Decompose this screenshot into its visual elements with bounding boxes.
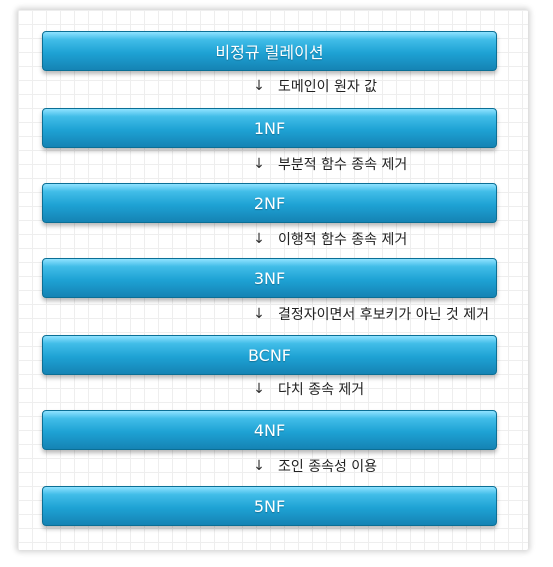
down-arrow-icon: ↓ — [253, 78, 265, 94]
down-arrow-icon: ↓ — [253, 381, 265, 397]
stage-label: 4NF — [253, 420, 286, 440]
stage-label: 2NF — [253, 193, 286, 213]
stage-label: 비정규 릴레이션 — [215, 43, 324, 62]
transition-label: 결정자이면서 후보키가 아닌 것 제거 — [278, 307, 489, 323]
stage-label: 3NF — [253, 268, 286, 288]
stage-3nf: 3NF — [42, 258, 497, 298]
transition-label: 부분적 함수 종속 제거 — [278, 157, 408, 173]
down-arrow-icon: ↓ — [253, 156, 265, 172]
transition-step-5: ↓ 다치 종속 제거 — [252, 378, 364, 400]
transition-label: 도메인이 원자 값 — [278, 79, 378, 95]
stage-5nf: 5NF — [42, 486, 497, 526]
stage-4nf: 4NF — [42, 410, 497, 450]
stage-1nf: 1NF — [42, 108, 497, 148]
down-arrow-icon: ↓ — [253, 306, 265, 322]
stage-bcnf: BCNF — [42, 335, 497, 375]
transition-label: 다치 종속 제거 — [278, 382, 365, 398]
transition-step-1: ↓ 도메인이 원자 값 — [252, 75, 377, 97]
transition-step-2: ↓ 부분적 함수 종속 제거 — [252, 153, 407, 175]
stage-label: 5NF — [253, 496, 286, 516]
transition-step-4: ↓ 결정자이면서 후보키가 아닌 것 제거 — [252, 303, 489, 325]
transition-step-6: ↓ 조인 종속성 이용 — [252, 455, 377, 477]
stage-2nf: 2NF — [42, 183, 497, 223]
transition-step-3: ↓ 이행적 함수 종속 제거 — [252, 228, 407, 250]
down-arrow-icon: ↓ — [253, 458, 265, 474]
stage-label: 1NF — [253, 118, 286, 138]
stage-unnormalized: 비정규 릴레이션 — [42, 31, 497, 71]
transition-label: 조인 종속성 이용 — [278, 459, 378, 475]
down-arrow-icon: ↓ — [253, 231, 265, 247]
transition-label: 이행적 함수 종속 제거 — [278, 232, 408, 248]
stage-label: BCNF — [247, 345, 292, 365]
